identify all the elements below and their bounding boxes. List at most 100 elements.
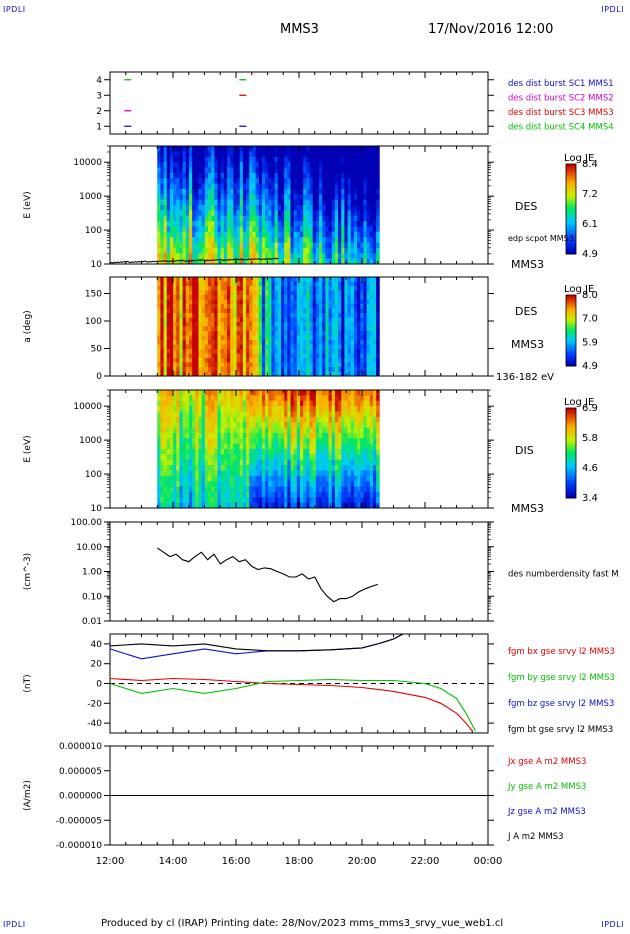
panel-3-heatmap-cell (246, 395, 250, 402)
panel-2-heatmap-cell (306, 295, 310, 300)
panel-2-heatmap-cell (208, 295, 212, 300)
panel-3-heatmap-cell (341, 454, 345, 461)
panel-3-heatmap-cell (306, 390, 310, 396)
panel-3-heatmap-cell (334, 465, 339, 471)
panel-3-heatmap-cell (249, 400, 253, 407)
panel-1-heatmap-cell (242, 242, 247, 249)
panel-1-heatmap-cell (230, 183, 234, 190)
panel-3-heatmap-cell (312, 491, 317, 498)
panel-2-heatmap-cell (363, 367, 368, 372)
panel-1-heatmap-cell (239, 242, 244, 249)
panel-2-heatmap-cell (195, 317, 199, 323)
panel-3-heatmap-cell (296, 427, 301, 434)
panel-2-heatmap-cell (271, 331, 276, 336)
panel-3-heatmap-cell (309, 481, 314, 487)
panel-2-heatmap-cell (192, 313, 196, 318)
panel-1-heatmap-cell (360, 242, 364, 249)
panel-1-heatmap-cell (255, 231, 260, 238)
panel-3-heatmap-cell (280, 454, 285, 461)
panel-2-heatmap-cell (300, 349, 304, 354)
panel-2-heatmap-cell (208, 317, 212, 323)
panel-3-heatmap-cell (242, 491, 247, 498)
panel-3-heatmap-cell (211, 454, 215, 461)
panel-2-heatmap-cell (227, 281, 231, 287)
panel-1-heatmap-cell (198, 146, 203, 152)
panel-3-heatmap-cell (334, 438, 339, 445)
panel-1-heatmap-cell (258, 226, 263, 233)
panel-3-heatmap-cell (290, 438, 295, 445)
panel-1-heatmap-cell (293, 221, 298, 227)
panel-1-heatmap-cell (261, 226, 266, 233)
panel-1-heatmap-cell (363, 183, 368, 190)
panel-2-heatmap-cell (287, 362, 291, 368)
panel-2-heatmap-cell (319, 295, 323, 300)
panel-2-heatmap-cell (176, 317, 180, 323)
panel-3-heatmap-cell (201, 395, 206, 402)
panel-3-heatmap-cell (303, 395, 307, 402)
panel-3-heatmap-cell (192, 481, 196, 487)
panel-3-heatmap-cell (220, 427, 225, 434)
panel-3-heatmap-cell (173, 454, 177, 461)
panel-1-heatmap-cell (227, 237, 231, 243)
panel-2-heatmap-cell (328, 349, 333, 354)
panel-2-heatmap-cell (268, 349, 272, 354)
panel-2-heatmap-cell (265, 295, 269, 300)
panel-1-heatmap-cell (293, 210, 298, 217)
panel-3-heatmap-cell (341, 432, 345, 439)
panel-1-heatmap-cell (303, 178, 307, 184)
panel-3-heatmap-cell (185, 443, 190, 450)
panel-3-heatmap-cell (176, 416, 180, 423)
panel-1-heatmap-cell (182, 183, 187, 190)
panel-1-heatmap-cell (160, 146, 164, 152)
panel-3-heatmap-cell (369, 400, 374, 407)
panel-3-heatmap-cell (331, 443, 336, 450)
panel-3-heatmap-cell (227, 454, 231, 461)
panel-3-heatmap-cell (306, 465, 310, 471)
panel-2-heatmap-cell (169, 371, 174, 377)
panel-3-heatmap-cell (233, 502, 237, 509)
panel-1-heatmap-cell (331, 205, 336, 211)
panel-1-heatmap-cell (185, 242, 190, 249)
panel-3-heatmap-cell (261, 411, 266, 418)
panel-1-heatmap-cell (169, 156, 174, 163)
panel-1-heatmap-cell (341, 199, 345, 206)
panel-2-heatmap-cell (182, 340, 187, 345)
panel-2-heatmap-cell (160, 335, 164, 341)
panel-2-heatmap-cell (198, 367, 203, 372)
panel-2-heatmap-cell (173, 344, 177, 350)
panel-2-heatmap-cell (252, 304, 256, 309)
panel-3-heatmap-cell (315, 422, 320, 428)
panel-1-heatmap-cell (369, 172, 374, 179)
panel-1-heatmap-cell (360, 188, 364, 195)
panel-1-heatmap-cell (204, 237, 209, 243)
panel-3-heatmap-cell (338, 502, 342, 509)
panel-1-heatmap-cell (230, 226, 234, 233)
panel-1-heatmap-cell (277, 226, 282, 233)
panel-1-heatmap-cell (217, 231, 222, 238)
panel-3-heatmap-cell (341, 491, 345, 498)
panel-2-heatmap-cell (198, 353, 203, 359)
panel-1-heatmap-cell (369, 242, 374, 249)
panel-3-heatmap-cell (369, 411, 374, 418)
panel-2-heatmap-cell (249, 304, 253, 309)
panel-3-heatmap-cell (357, 465, 361, 471)
panel-3-heatmap-cell (258, 491, 263, 498)
panel-3-heatmap-cell (166, 427, 171, 434)
panel-2-heatmap-cell (366, 277, 371, 282)
panel-1-heatmap-cell (319, 231, 323, 238)
panel-2-heatmap-cell (331, 286, 336, 291)
panel-2-heatmap-cell (366, 326, 371, 332)
panel-1-heatmap-cell (230, 167, 234, 174)
panel-2-heatmap-cell (211, 344, 215, 350)
panel-2-heatmap-cell (287, 326, 291, 332)
panel-2-heatmap-cell (344, 349, 348, 354)
panel-2-heatmap-cell (376, 367, 380, 372)
panel-2-heatmap-cell (242, 371, 247, 377)
panel-2-heatmap-cell (338, 371, 342, 377)
panel-3-heatmap-cell (176, 438, 180, 445)
panel-3-heatmap-cell (223, 411, 228, 418)
panel-1-heatmap-cell (204, 172, 209, 179)
panel-2-heatmap-cell (376, 317, 380, 323)
panel-1-heatmap-cell (303, 247, 307, 254)
panel-1-heatmap-cell (268, 205, 272, 211)
